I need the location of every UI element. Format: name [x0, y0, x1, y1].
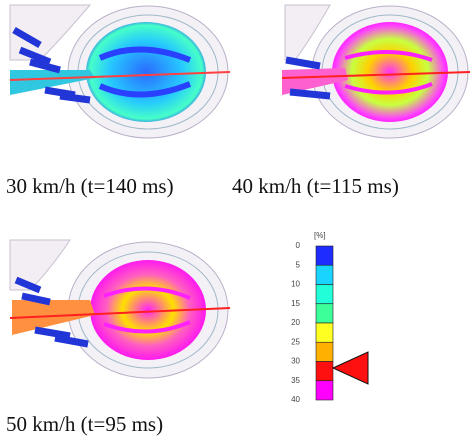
legend-swatch: [316, 285, 333, 304]
legend-swatch: [316, 381, 333, 400]
legend-unit: [%]: [314, 231, 326, 240]
legend-tick-label: 0: [296, 241, 301, 250]
legend-swatch: [316, 362, 333, 381]
caption: 30 km/h (t=140 ms): [6, 174, 174, 198]
figure: 30 km/h (t=140 ms) 40 km/h (t=115 ms) 50…: [0, 0, 475, 441]
caption: 40 km/h (t=115 ms): [232, 174, 399, 198]
legend-swatch: [316, 342, 333, 361]
legend-swatch: [316, 323, 333, 342]
color-legend: 0 5 10 15 20 25 30 35 40: [291, 241, 333, 404]
simulation-image: [10, 240, 230, 378]
legend-tick-label: 30: [291, 357, 300, 366]
legend-tick-label: 15: [291, 299, 300, 308]
pointer-arrow: [333, 352, 368, 384]
legend-swatch: [316, 265, 333, 284]
legend-swatch: [316, 304, 333, 323]
legend-tick-label: 20: [291, 318, 300, 327]
legend-tick-label: 25: [291, 337, 300, 346]
simulation-image: [10, 5, 230, 138]
legend-tick-label: 5: [296, 260, 301, 269]
simulation-image: [282, 5, 470, 138]
caption: 50 km/h (t=95 ms): [6, 412, 163, 436]
legend-tick-label: 40: [291, 395, 300, 404]
legend-swatch: [316, 246, 333, 265]
legend-tick-label: 35: [291, 376, 300, 385]
legend-tick-label: 10: [291, 280, 300, 289]
